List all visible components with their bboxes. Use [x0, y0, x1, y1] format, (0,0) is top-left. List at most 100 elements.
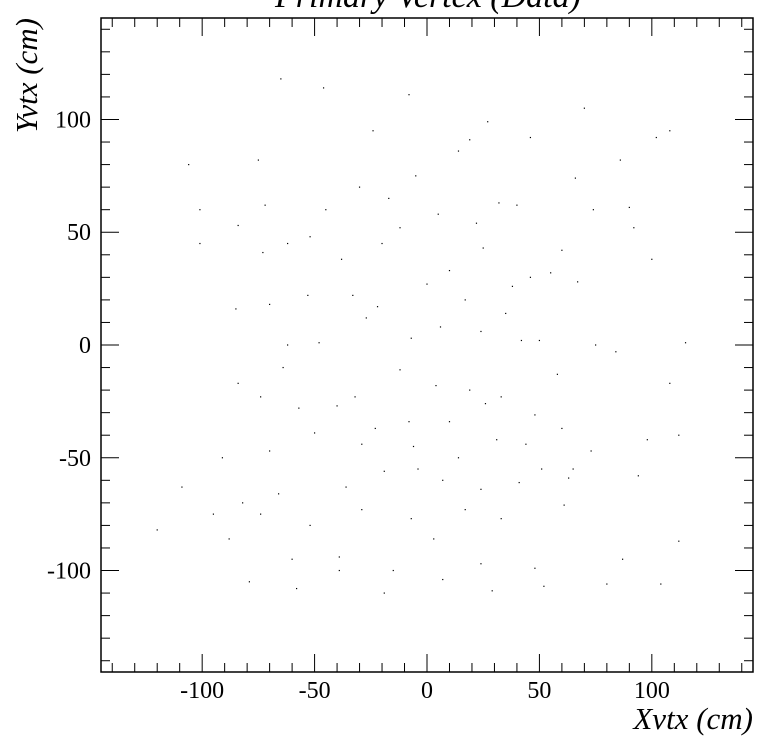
y-tick-label: -50 — [59, 446, 91, 472]
data-point — [482, 247, 484, 249]
data-point — [361, 509, 363, 511]
data-point — [439, 326, 442, 328]
data-point — [412, 445, 415, 448]
data-point — [592, 209, 594, 211]
data-point — [520, 339, 523, 342]
x-tick-label: -100 — [180, 678, 224, 704]
data-point — [408, 421, 410, 423]
data-point — [417, 468, 419, 470]
data-point — [448, 269, 451, 272]
data-point — [410, 337, 412, 339]
data-point — [269, 303, 271, 306]
data-point — [516, 204, 518, 206]
data-point — [572, 468, 574, 470]
data-point — [248, 581, 250, 583]
data-point — [568, 477, 570, 479]
data-point — [415, 175, 417, 177]
data-point — [235, 308, 237, 310]
data-point — [457, 150, 460, 152]
data-point — [637, 475, 639, 477]
x-tick-label: 50 — [527, 678, 551, 704]
x-tick-label: 100 — [634, 678, 670, 704]
data-point — [237, 224, 239, 227]
data-point — [561, 427, 563, 430]
data-point — [678, 434, 680, 436]
data-point — [399, 227, 401, 229]
data-point — [464, 509, 466, 511]
data-point — [291, 558, 293, 560]
data-point — [278, 493, 280, 495]
data-point — [583, 107, 585, 109]
data-point — [309, 524, 311, 527]
chart-title: Primary Vertex (Data) — [274, 0, 581, 15]
data-point — [309, 236, 311, 238]
data-point — [376, 306, 379, 308]
data-point — [590, 450, 592, 452]
data-point — [633, 227, 635, 229]
data-point — [336, 405, 338, 407]
y-tick-label: 50 — [67, 220, 91, 246]
data-point — [622, 558, 624, 560]
data-point — [480, 488, 482, 490]
data-point — [242, 502, 244, 504]
data-point — [442, 479, 444, 481]
data-point — [619, 159, 621, 161]
data-point — [606, 583, 608, 585]
data-point — [322, 87, 325, 89]
data-point — [651, 258, 653, 260]
data-point — [669, 130, 671, 132]
data-point — [500, 396, 502, 398]
data-point — [469, 389, 471, 391]
data-point — [433, 538, 435, 540]
data-point — [338, 569, 340, 572]
data-point — [660, 583, 662, 585]
x-tick-label: 0 — [421, 678, 433, 704]
data-point — [448, 421, 451, 423]
data-point — [221, 457, 224, 459]
data-point — [372, 130, 374, 132]
data-point — [352, 294, 354, 296]
data-point — [684, 342, 687, 344]
data-point — [543, 585, 545, 587]
y-tick-label: 0 — [79, 333, 91, 359]
data-point — [264, 204, 266, 206]
data-point — [354, 396, 356, 398]
data-point — [484, 403, 487, 405]
data-point — [383, 470, 385, 472]
data-point — [280, 78, 282, 80]
data-points — [156, 78, 687, 594]
data-point — [228, 538, 230, 540]
data-point — [534, 567, 536, 569]
data-point — [307, 294, 309, 296]
data-point — [383, 592, 385, 594]
data-point — [577, 281, 579, 283]
data-point — [525, 443, 527, 445]
y-tick-label: 100 — [55, 107, 91, 133]
axis-ticks — [101, 18, 753, 672]
data-point — [435, 384, 437, 387]
data-point — [480, 330, 482, 333]
x-tick-labels: -100 -50 0 50 100 — [180, 678, 670, 704]
data-point — [237, 382, 239, 384]
data-point — [188, 163, 190, 166]
data-point — [678, 540, 680, 542]
data-point — [199, 209, 201, 211]
data-point — [487, 121, 489, 123]
plot-frame — [100, 17, 754, 673]
x-tick-label: -50 — [299, 678, 331, 704]
data-point — [212, 513, 215, 515]
data-point — [534, 414, 536, 416]
data-point — [505, 312, 507, 315]
data-point — [181, 486, 183, 488]
data-point — [325, 209, 327, 211]
data-point — [437, 213, 439, 215]
data-point — [399, 369, 401, 371]
data-point — [529, 136, 532, 139]
data-point — [156, 529, 158, 531]
data-point — [392, 569, 394, 572]
data-point — [500, 518, 502, 520]
data-point — [541, 468, 543, 470]
data-point — [340, 258, 343, 260]
data-point — [287, 344, 289, 346]
